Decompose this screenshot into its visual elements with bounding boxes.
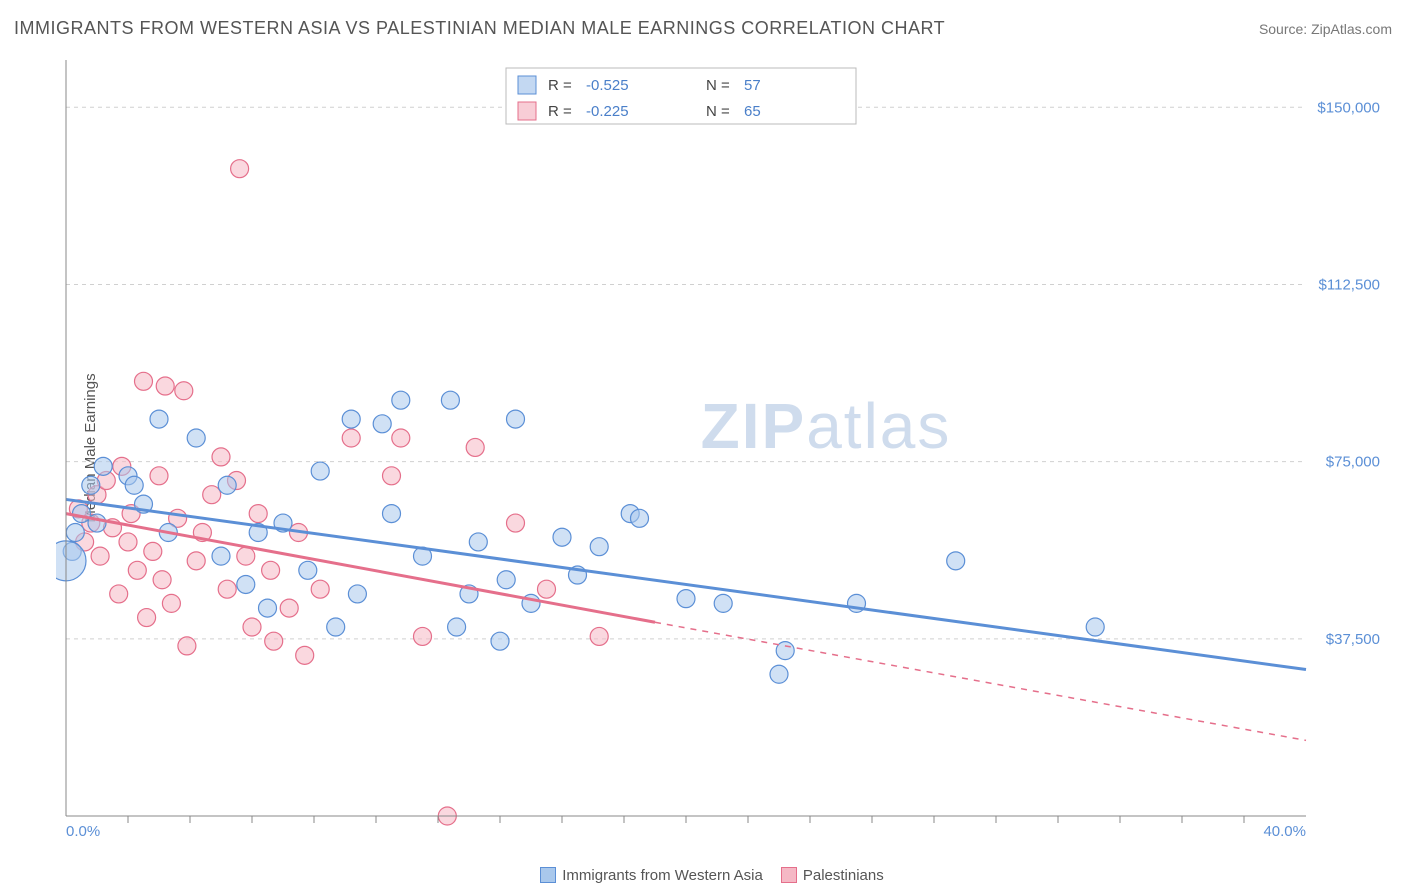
legend-n-label: N = <box>706 77 730 94</box>
data-point <box>218 476 236 494</box>
data-point <box>590 538 608 556</box>
data-point <box>153 571 171 589</box>
data-point <box>414 627 432 645</box>
data-point <box>178 637 196 655</box>
legend-r-value: -0.225 <box>586 103 629 120</box>
data-point <box>714 594 732 612</box>
data-point <box>280 599 298 617</box>
data-point <box>259 599 277 617</box>
data-point <box>125 476 143 494</box>
chart-title: IMMIGRANTS FROM WESTERN ASIA VS PALESTIN… <box>14 18 945 39</box>
data-point <box>128 561 146 579</box>
data-point <box>507 514 525 532</box>
legend-n-value: 65 <box>744 103 761 120</box>
data-point <box>507 410 525 428</box>
data-point <box>947 552 965 570</box>
data-point <box>311 462 329 480</box>
data-point <box>342 410 360 428</box>
data-point <box>497 571 515 589</box>
x-axis-max-label: 40.0% <box>1263 823 1306 836</box>
data-point <box>66 524 84 542</box>
data-point <box>187 429 205 447</box>
trend-line-extrapolated <box>655 622 1306 740</box>
data-point <box>138 609 156 627</box>
data-point <box>249 505 267 523</box>
data-point <box>82 476 100 494</box>
data-point <box>342 429 360 447</box>
data-point <box>373 415 391 433</box>
data-point <box>212 547 230 565</box>
data-point <box>162 594 180 612</box>
data-point <box>150 467 168 485</box>
data-point <box>119 533 137 551</box>
data-point <box>265 632 283 650</box>
source-label: Source: ZipAtlas.com <box>1259 21 1392 37</box>
legend-r-value: -0.525 <box>586 77 629 94</box>
data-point <box>553 528 571 546</box>
data-point <box>94 457 112 475</box>
legend-n-value: 57 <box>744 77 761 94</box>
data-point <box>237 575 255 593</box>
data-point <box>262 561 280 579</box>
legend-label: Palestinians <box>803 867 884 884</box>
data-point <box>299 561 317 579</box>
legend-bottom: Immigrants from Western Asia Palestinians <box>0 867 1406 884</box>
data-point <box>327 618 345 636</box>
watermark: ZIPatlas <box>701 390 952 462</box>
y-tick-label: $112,500 <box>1319 276 1380 293</box>
plot-area: Median Male Earnings $37,500$75,000$112,… <box>56 60 1386 836</box>
data-point <box>212 448 230 466</box>
data-point <box>770 665 788 683</box>
data-point <box>91 547 109 565</box>
data-point <box>392 391 410 409</box>
scatter-chart: $37,500 $75,000 $112,500 $150,000 ZIPatlas 0.… <box>56 60 1386 836</box>
data-point <box>135 372 153 390</box>
data-point <box>73 505 91 523</box>
data-point <box>218 580 236 598</box>
data-point <box>187 552 205 570</box>
data-point <box>150 410 168 428</box>
data-point <box>466 438 484 456</box>
y-tick-label: $37,500 <box>1326 631 1380 648</box>
data-point <box>677 590 695 608</box>
data-point <box>156 377 174 395</box>
y-tick-label: $150,000 <box>1317 99 1380 116</box>
header-bar: IMMIGRANTS FROM WESTERN ASIA VS PALESTIN… <box>14 18 1392 39</box>
legend-n-label: N = <box>706 103 730 120</box>
data-point <box>110 585 128 603</box>
legend-swatch <box>540 867 556 883</box>
legend-swatch <box>781 867 797 883</box>
data-point <box>392 429 410 447</box>
data-point <box>144 542 162 560</box>
data-point <box>441 391 459 409</box>
data-point <box>296 646 314 664</box>
x-axis-min-label: 0.0% <box>66 823 100 836</box>
data-point <box>243 618 261 636</box>
data-point <box>311 580 329 598</box>
legend-swatch <box>518 102 536 120</box>
legend-r-label: R = <box>548 103 572 120</box>
data-point <box>231 160 249 178</box>
data-point <box>538 580 556 598</box>
legend-swatch <box>518 76 536 94</box>
data-point <box>491 632 509 650</box>
data-point <box>175 382 193 400</box>
y-tick-label: $75,000 <box>1326 454 1380 471</box>
data-point <box>448 618 466 636</box>
legend-label: Immigrants from Western Asia <box>562 867 763 884</box>
data-point <box>203 486 221 504</box>
data-point <box>383 505 401 523</box>
legend-r-label: R = <box>548 77 572 94</box>
data-point <box>237 547 255 565</box>
data-point <box>348 585 366 603</box>
data-point <box>383 467 401 485</box>
data-point <box>631 509 649 527</box>
data-point <box>590 627 608 645</box>
data-point <box>469 533 487 551</box>
data-point <box>1086 618 1104 636</box>
